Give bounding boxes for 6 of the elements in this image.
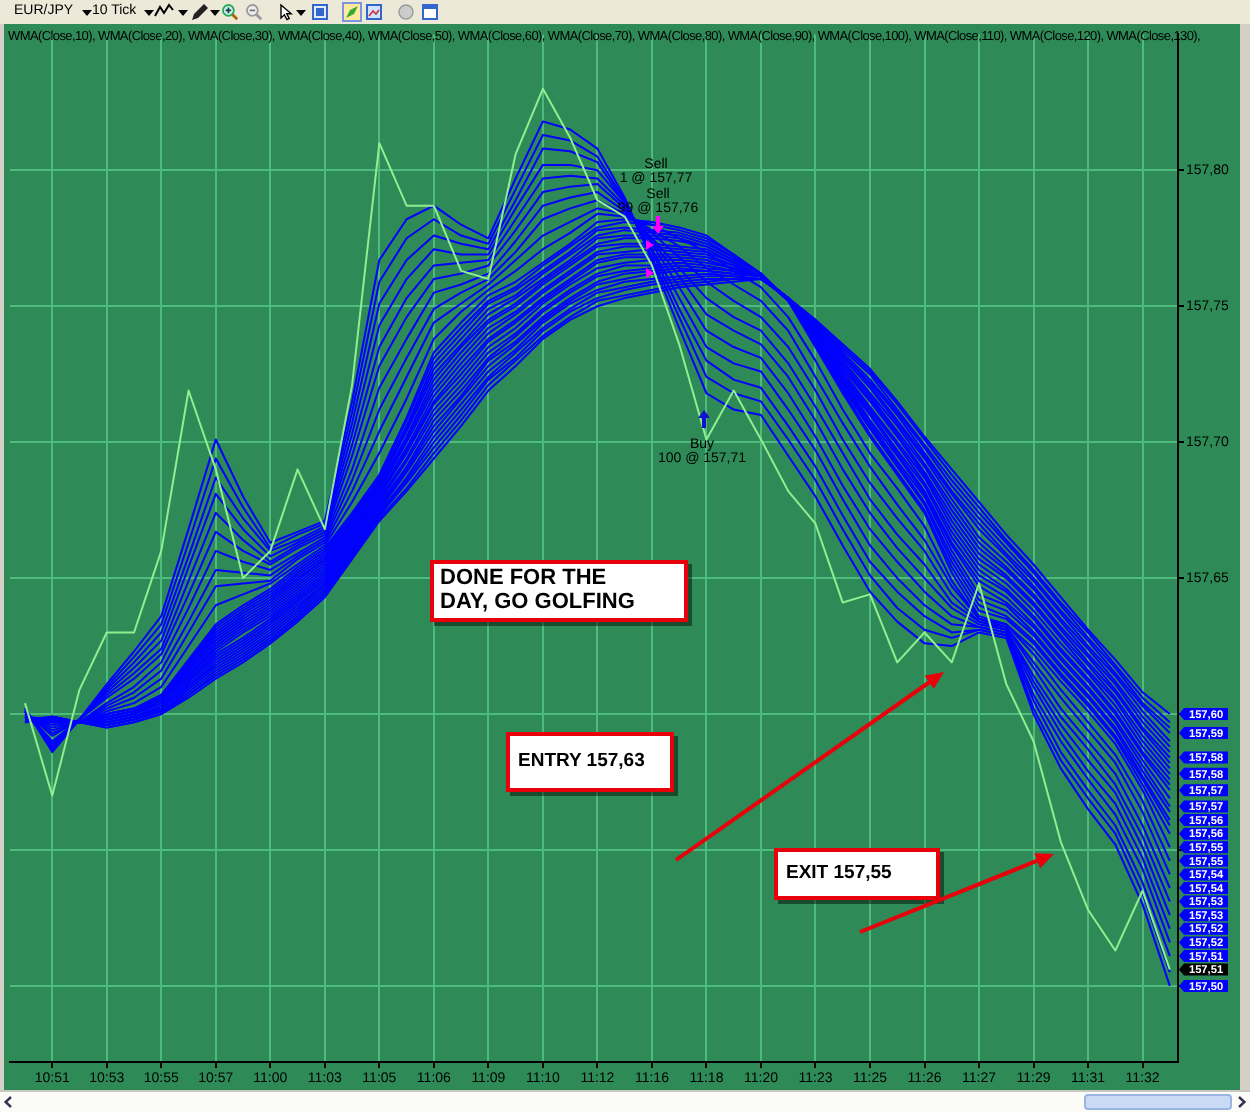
annotation: DONE FOR THE DAY, GO GOLFING (440, 566, 635, 615)
note-box: DONE FOR THE DAY, GO GOLFING (430, 560, 688, 623)
note-box: EXIT 157,55 (774, 848, 940, 901)
annotation: EXIT 157,55 (786, 862, 892, 884)
annotation: ENTRY 157,63 (518, 750, 645, 772)
note-box: ENTRY 157,63 (506, 732, 674, 793)
